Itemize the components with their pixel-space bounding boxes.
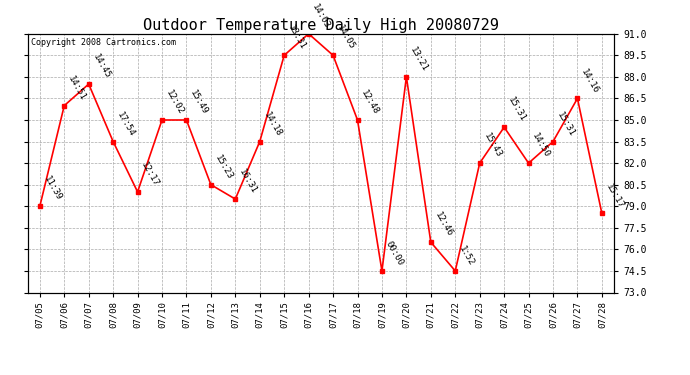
Text: 17:54: 17:54	[115, 110, 137, 138]
Text: 14:05: 14:05	[335, 24, 356, 52]
Text: 14:03: 14:03	[310, 2, 332, 30]
Text: 14:51: 14:51	[66, 74, 88, 102]
Text: 12:17: 12:17	[139, 160, 161, 188]
Text: Copyright 2008 Cartronics.com: Copyright 2008 Cartronics.com	[30, 38, 175, 46]
Text: 13:21: 13:21	[408, 45, 430, 73]
Text: 14:18: 14:18	[262, 110, 283, 138]
Text: 12:46: 12:46	[433, 211, 454, 238]
Text: 00:00: 00:00	[384, 240, 405, 267]
Text: 15:31: 15:31	[555, 110, 576, 138]
Text: 14:50: 14:50	[531, 132, 552, 159]
Text: 12:02: 12:02	[164, 88, 185, 116]
Text: 13:31: 13:31	[286, 24, 307, 52]
Text: 15:49: 15:49	[188, 88, 210, 116]
Text: 11:39: 11:39	[42, 175, 63, 202]
Text: 14:45: 14:45	[90, 53, 112, 81]
Text: 1:52: 1:52	[457, 244, 476, 267]
Text: 14:16: 14:16	[580, 67, 600, 95]
Text: 16:31: 16:31	[237, 168, 259, 195]
Text: 15:17: 15:17	[604, 182, 625, 210]
Text: 12:48: 12:48	[359, 88, 381, 116]
Title: Outdoor Temperature Daily High 20080729: Outdoor Temperature Daily High 20080729	[143, 18, 499, 33]
Text: 15:23: 15:23	[213, 153, 234, 181]
Text: 15:31: 15:31	[506, 96, 527, 124]
Text: 15:43: 15:43	[482, 132, 503, 159]
